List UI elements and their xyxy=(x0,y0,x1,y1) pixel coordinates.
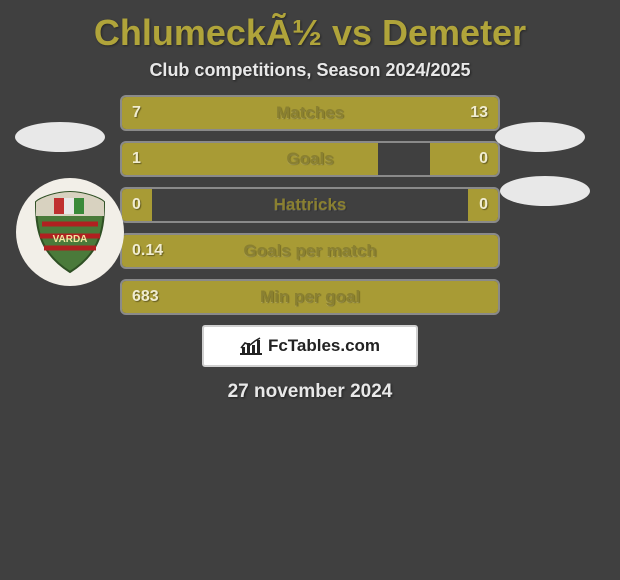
stat-value-left: 683 xyxy=(132,281,159,313)
stat-value-left: 7 xyxy=(132,97,141,129)
club-badge: VARDA xyxy=(16,178,124,286)
shield-icon: VARDA xyxy=(24,186,116,278)
comparison-card: ChlumeckÃ½ vs Demeter Club competitions,… xyxy=(0,0,620,403)
page-subtitle: Club competitions, Season 2024/2025 xyxy=(0,60,620,95)
bar-left xyxy=(122,235,498,267)
stat-row: 0.14Goals per match xyxy=(120,233,500,269)
stat-label: Hattricks xyxy=(122,189,498,221)
player-placeholder xyxy=(15,122,105,152)
stat-row: 10Goals xyxy=(120,141,500,177)
page-title: ChlumeckÃ½ vs Demeter xyxy=(0,0,620,60)
stat-value-left: 0.14 xyxy=(132,235,163,267)
stat-value-left: 1 xyxy=(132,143,141,175)
site-logo-text: FcTables.com xyxy=(268,336,380,356)
chart-icon xyxy=(240,337,262,355)
bar-right xyxy=(254,97,498,129)
stat-value-left: 0 xyxy=(132,189,141,221)
stat-row: 0 0Hattricks xyxy=(120,187,500,223)
site-logo[interactable]: FcTables.com xyxy=(202,325,418,367)
date-label: 27 november 2024 xyxy=(0,381,620,403)
stat-value-right: 13 xyxy=(470,97,488,129)
stat-value-right: 0 xyxy=(479,189,488,221)
bar-left xyxy=(122,143,378,175)
bar-left xyxy=(122,281,498,313)
player-placeholder xyxy=(495,122,585,152)
stat-value-right: 0 xyxy=(479,143,488,175)
svg-text:VARDA: VARDA xyxy=(53,234,88,245)
player-placeholder xyxy=(500,176,590,206)
bar-left xyxy=(122,97,254,129)
stat-row: 713Matches xyxy=(120,95,500,131)
stat-row: 683Min per goal xyxy=(120,279,500,315)
